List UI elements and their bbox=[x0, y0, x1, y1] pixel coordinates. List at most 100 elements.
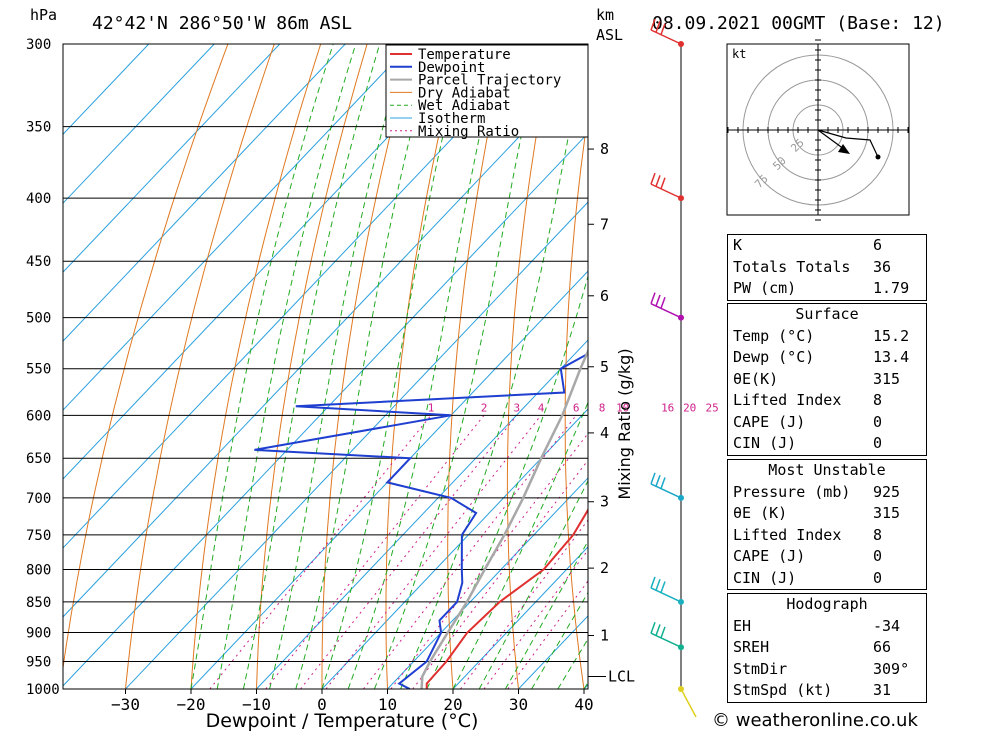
legend-label: Dewpoint bbox=[418, 60, 485, 76]
pressure-tick-label: 1000 bbox=[26, 682, 60, 698]
mixing-ratio-label: 10 bbox=[616, 401, 629, 414]
pressure-tick-label: 400 bbox=[26, 191, 51, 207]
mixing-ratio-label: 25 bbox=[705, 401, 718, 414]
pressure-tick-label: 950 bbox=[26, 655, 51, 671]
wind-barb-feather bbox=[660, 581, 666, 593]
height-km-ticks: 1 2 3 4 5 6 7 8 LCL bbox=[588, 140, 635, 686]
units-km: km bbox=[596, 6, 614, 24]
isotherm-line bbox=[63, 44, 477, 480]
isotherm-line bbox=[63, 44, 215, 204]
km-tick-label: 8 bbox=[600, 140, 609, 158]
wind-barb-feather bbox=[650, 576, 656, 589]
wind-barb-feather bbox=[660, 297, 666, 309]
wet-adiabat-line bbox=[478, 479, 588, 689]
isotherm-line bbox=[63, 44, 412, 411]
dry-adiabat-line bbox=[971, 44, 1000, 689]
pressure-tick-label: 500 bbox=[26, 311, 51, 327]
wet-adiabat-line bbox=[321, 44, 466, 689]
wind-barb-feather bbox=[660, 23, 666, 35]
table-row: Lifted Index 8 bbox=[733, 525, 883, 544]
table-row: Pressure (mb) 925 bbox=[733, 482, 901, 501]
mixing-ratio-line bbox=[390, 432, 588, 689]
table-row: SREH 66 bbox=[733, 638, 892, 656]
wind-barb-feather bbox=[650, 18, 656, 31]
isotherm-line bbox=[63, 63, 588, 618]
pressure-tick-label: 550 bbox=[26, 362, 51, 378]
x-tick-label: 0 bbox=[317, 695, 327, 714]
temperature-tick-labels: −30 −20 −10 0 10 20 30 40 bbox=[111, 689, 594, 714]
hodograph-endpoint bbox=[875, 154, 881, 160]
km-tick-label: 6 bbox=[600, 287, 609, 305]
wind-barb-feather bbox=[655, 21, 661, 33]
isotherm-line bbox=[63, 44, 150, 135]
pressure-tick-label: 450 bbox=[26, 254, 51, 270]
wet-adiabat-line bbox=[400, 44, 588, 689]
legend-label: Isotherm bbox=[418, 111, 485, 127]
isotherm-line bbox=[321, 408, 588, 689]
table-row: Dewp (°C) 13.4 bbox=[733, 348, 910, 366]
x-tick-label: −30 bbox=[111, 695, 140, 714]
km-tick-label: 1 bbox=[600, 627, 609, 645]
mixing-ratio-label: 3 bbox=[513, 401, 520, 414]
table-row: EH -34 bbox=[733, 616, 901, 635]
mixing-ratio-line bbox=[300, 414, 518, 689]
x-tick-label: 20 bbox=[443, 695, 462, 714]
pressure-tick-label: 750 bbox=[26, 528, 51, 544]
dry-adiabat-line bbox=[321, 44, 415, 689]
wind-barb-feather bbox=[660, 477, 666, 489]
wet-adiabat-line bbox=[242, 44, 381, 689]
units-asl: ASL bbox=[596, 26, 623, 44]
datetime-title: 08.09.2021 00GMT (Base: 12) bbox=[652, 13, 945, 34]
legend-label: Mixing Ratio bbox=[418, 124, 519, 140]
isotherm-line bbox=[63, 44, 346, 342]
km-tick-label: 7 bbox=[600, 215, 609, 233]
wet-adiabat-line bbox=[347, 44, 501, 689]
units-hpa: hPa bbox=[30, 6, 57, 24]
table-row: CAPE (J) 0 bbox=[733, 547, 883, 565]
pressure-tick-label: 800 bbox=[26, 562, 51, 578]
isobars bbox=[63, 43, 588, 690]
isotherm-line bbox=[452, 546, 588, 689]
mixing-ratio-label: 1 bbox=[428, 401, 435, 414]
mixing-ratio-label: 6 bbox=[573, 401, 580, 414]
wind-barb bbox=[650, 183, 682, 199]
table-row: PW (cm) 1.79 bbox=[733, 279, 910, 297]
wind-barb-feather bbox=[655, 175, 661, 187]
wind-barb-feather bbox=[660, 626, 666, 639]
mixing-ratio-labels: 1 2 3 4 6 8 10 16 20 25 bbox=[428, 401, 719, 414]
mixing-ratio-label: 4 bbox=[538, 401, 545, 414]
wind-barb-feather bbox=[655, 624, 661, 636]
x-tick-label: −10 bbox=[242, 695, 271, 714]
pressure-tick-label: 900 bbox=[26, 626, 51, 642]
most-unstable-table: Most Unstable Pressure (mb) 925 θE (K) 315… bbox=[727, 459, 927, 590]
table-row: CIN (J) 0 bbox=[733, 568, 883, 587]
table-row: StmSpd (kt) 31 bbox=[733, 681, 892, 699]
parcel-trajectory-line bbox=[420, 348, 588, 689]
wind-barb-feather bbox=[660, 177, 666, 189]
pressure-tick-label: 650 bbox=[26, 451, 51, 467]
wind-barb bbox=[650, 302, 682, 319]
wind-barb-feather bbox=[655, 578, 661, 591]
plot-frame bbox=[62, 43, 589, 690]
mixing-ratio-axis-label: Mixing Ratio (g/kg) bbox=[615, 348, 634, 499]
pressure-tick-label: 300 bbox=[26, 37, 51, 53]
wind-barb bbox=[650, 632, 682, 648]
lcl-label: LCL bbox=[608, 668, 635, 686]
hodograph-title: Hodograph bbox=[786, 595, 868, 613]
mixing-ratio-label: 16 bbox=[661, 401, 674, 414]
table-row: Lifted Index 8 bbox=[733, 391, 883, 409]
copyright-footer[interactable]: © weatheronline.co.uk bbox=[712, 710, 918, 731]
wind-barb bbox=[650, 483, 682, 499]
isotherm-line bbox=[63, 44, 281, 273]
x-axis-label: Dewpoint / Temperature (°C) bbox=[206, 710, 479, 732]
most-unstable-title: Most Unstable bbox=[768, 461, 886, 479]
wind-barb-feather bbox=[655, 294, 661, 307]
pressure-tick-label: 850 bbox=[26, 595, 51, 611]
x-tick-label: −20 bbox=[177, 695, 206, 714]
pressure-tick-labels: 300 350 400 450 500 550 600 650 700 750 800 850 900 9… bbox=[26, 37, 60, 698]
x-tick-label: 40 bbox=[574, 695, 593, 714]
mixing-ratio-line bbox=[363, 414, 577, 689]
